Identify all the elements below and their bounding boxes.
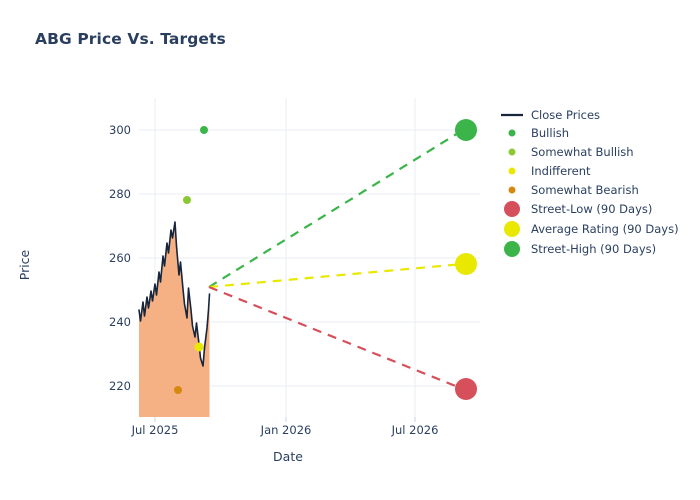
rating-point-somewhat-bearish (174, 386, 182, 394)
rating-point-somewhat-bullish (183, 196, 191, 204)
indifferent-dot-swatch (508, 167, 516, 175)
legend-label: Street-Low (90 Days) (531, 202, 652, 216)
x-axis-tickmarks (154, 417, 416, 422)
page-title: ABG Price Vs. Targets (35, 30, 226, 48)
legend-label: Average Rating (90 Days) (531, 222, 679, 236)
street-low-marker (455, 378, 477, 400)
legend-item-somewhat-bearish[interactable]: Somewhat Bearish (508, 183, 639, 197)
average-rating-target-line (208, 262, 464, 289)
y-axis-ticks: 300 280 260 240 220 (109, 123, 131, 393)
legend-item-average-rating[interactable]: Average Rating (90 Days) (504, 221, 679, 237)
rating-point-bullish (200, 126, 208, 134)
legend-item-close-prices[interactable]: Close Prices (501, 108, 600, 122)
somewhat-bullish-dot-swatch (508, 148, 516, 156)
street-high-marker (455, 119, 477, 141)
street-low-target-line (208, 285, 464, 391)
y-tick-label: 300 (109, 123, 131, 137)
y-tick-label: 260 (109, 251, 131, 265)
street-low-dot-swatch (504, 201, 520, 217)
legend-label: Somewhat Bearish (531, 183, 639, 197)
y-tick-label: 240 (109, 315, 131, 329)
x-tick-label: Jul 2026 (391, 423, 439, 437)
y-tick-label: 280 (109, 187, 131, 201)
x-axis-ticks: Jul 2025 Jan 2026 Jul 2026 (131, 423, 439, 437)
legend-label: Indifferent (531, 164, 591, 178)
legend-label: Somewhat Bullish (531, 145, 634, 159)
legend-item-street-high[interactable]: Street-High (90 Days) (504, 241, 656, 257)
y-axis-title: Price (17, 249, 32, 280)
legend-label: Close Prices (531, 108, 600, 122)
legend-item-bullish[interactable]: Bullish (508, 126, 570, 140)
legend-item-indifferent[interactable]: Indifferent (508, 164, 592, 178)
close-price-area (139, 222, 210, 417)
bullish-dot-swatch (508, 129, 516, 137)
legend-item-street-low[interactable]: Street-Low (90 Days) (504, 201, 652, 217)
grid-lines (139, 98, 480, 417)
y-tick-label: 220 (109, 379, 131, 393)
street-high-target-line (208, 129, 464, 288)
x-tick-label: Jul 2025 (131, 423, 179, 437)
x-axis-title: Date (273, 449, 303, 464)
average-rating-dot-swatch (504, 221, 520, 237)
somewhat-bearish-dot-swatch (508, 186, 516, 194)
legend-label: Street-High (90 Days) (531, 242, 656, 256)
street-high-dot-swatch (504, 241, 520, 257)
chart-legend: Close Prices Bullish Somewhat Bullish In… (501, 108, 679, 257)
legend-item-somewhat-bullish[interactable]: Somewhat Bullish (508, 145, 634, 159)
legend-label: Bullish (531, 126, 569, 140)
x-tick-label: Jan 2026 (260, 423, 312, 437)
rating-point-indifferent (194, 342, 204, 352)
average-rating-marker (455, 253, 477, 275)
